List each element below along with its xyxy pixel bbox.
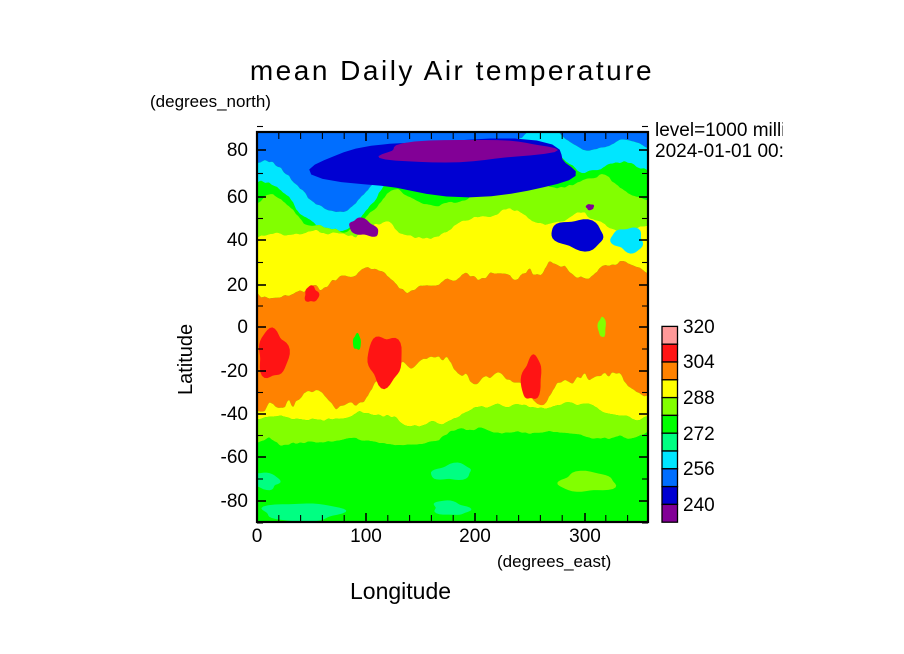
svg-text:0: 0 bbox=[252, 526, 263, 547]
svg-text:40: 40 bbox=[227, 230, 248, 251]
svg-text:100: 100 bbox=[350, 526, 382, 547]
svg-text:0: 0 bbox=[237, 317, 248, 338]
svg-text:-60: -60 bbox=[221, 447, 248, 468]
svg-text:60: 60 bbox=[227, 187, 248, 208]
svg-text:20: 20 bbox=[227, 275, 248, 296]
svg-text:-40: -40 bbox=[221, 404, 248, 425]
svg-text:80: 80 bbox=[227, 140, 248, 161]
svg-text:-80: -80 bbox=[221, 491, 248, 512]
svg-text:300: 300 bbox=[569, 526, 601, 547]
svg-text:200: 200 bbox=[459, 526, 491, 547]
svg-text:-20: -20 bbox=[221, 361, 248, 382]
